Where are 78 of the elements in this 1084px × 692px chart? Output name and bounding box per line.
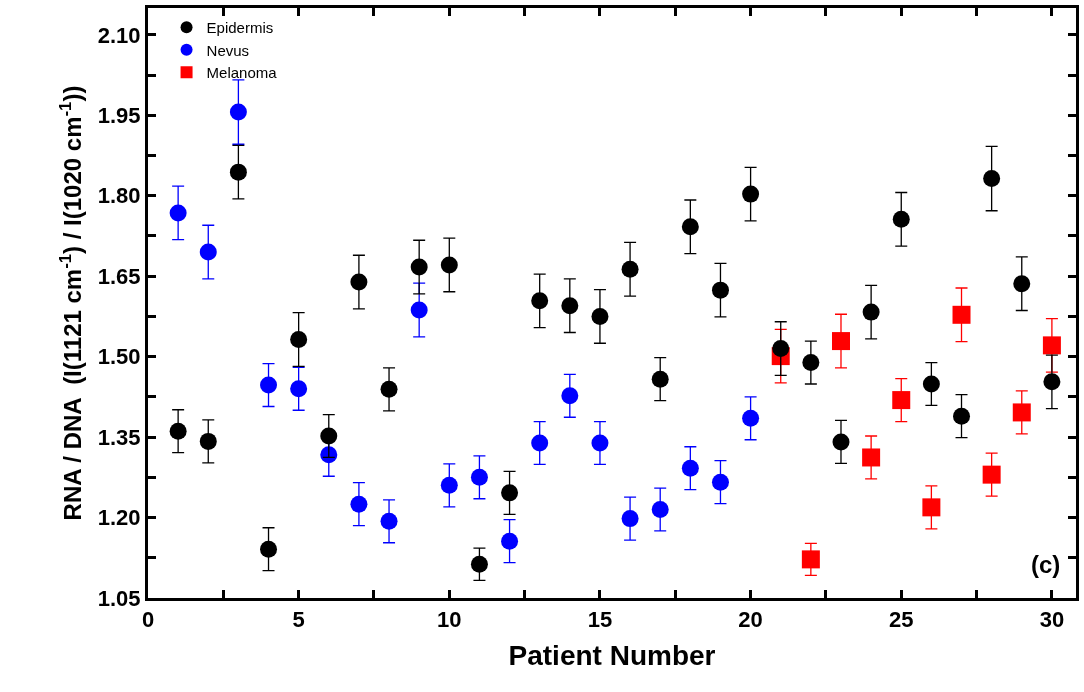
x-tick-label: 5 xyxy=(292,607,305,633)
point xyxy=(410,258,428,276)
point xyxy=(199,432,217,450)
point xyxy=(1042,336,1061,355)
x-tick-label: 0 xyxy=(141,607,155,633)
legend-label: Melanoma xyxy=(206,64,278,82)
point xyxy=(651,370,669,388)
x-axis-title: Patient Number xyxy=(508,639,716,671)
point xyxy=(440,256,458,274)
point xyxy=(892,210,910,228)
point xyxy=(651,501,669,518)
y-tick-label: 1.35 xyxy=(97,424,141,450)
point xyxy=(531,292,549,310)
point xyxy=(983,170,1001,188)
y-tick-label: 1.95 xyxy=(97,102,141,128)
point xyxy=(440,476,458,494)
point xyxy=(711,281,729,299)
annotation: (c) xyxy=(1031,551,1061,578)
legend-label: Epidermis xyxy=(206,19,274,37)
point xyxy=(621,510,639,528)
point xyxy=(591,434,609,452)
text: 2.10 xyxy=(97,22,141,48)
point xyxy=(742,409,760,427)
point xyxy=(1012,403,1031,422)
point xyxy=(199,243,217,261)
x-tick-label: 10 xyxy=(437,607,462,633)
point xyxy=(801,550,820,569)
point xyxy=(260,540,278,558)
point xyxy=(862,448,881,467)
y-tick-label: 1.05 xyxy=(97,585,141,611)
point xyxy=(681,218,699,236)
x-tick-label: 20 xyxy=(738,607,763,633)
point xyxy=(290,380,308,398)
point xyxy=(501,484,519,502)
point xyxy=(169,204,187,222)
point xyxy=(561,387,579,405)
point xyxy=(320,427,338,445)
text: 1.20 xyxy=(97,505,141,531)
point xyxy=(350,273,368,291)
x-tick-label: 15 xyxy=(587,607,613,633)
y-tick-label: 1.65 xyxy=(97,263,141,289)
point xyxy=(531,434,549,452)
point xyxy=(410,301,428,319)
point xyxy=(772,340,790,358)
point xyxy=(952,305,971,324)
point xyxy=(169,422,187,440)
point xyxy=(953,407,971,425)
point xyxy=(982,465,1001,484)
point xyxy=(922,375,940,393)
text: 1.50 xyxy=(97,344,141,370)
point xyxy=(832,433,850,451)
point xyxy=(1043,373,1061,391)
point xyxy=(802,354,820,372)
point xyxy=(561,297,579,315)
point xyxy=(380,380,398,398)
point xyxy=(892,391,911,410)
point xyxy=(470,468,488,486)
point xyxy=(742,185,760,203)
point xyxy=(1013,275,1031,293)
point xyxy=(621,260,639,278)
point xyxy=(591,307,609,325)
point xyxy=(290,330,308,348)
point xyxy=(922,498,941,517)
text: 1.80 xyxy=(97,183,141,209)
point xyxy=(681,459,699,477)
legend-label: Nevus xyxy=(206,41,250,59)
point xyxy=(501,532,519,550)
point xyxy=(470,555,488,573)
point xyxy=(350,495,368,513)
point xyxy=(862,303,880,321)
point xyxy=(229,163,247,181)
point xyxy=(380,512,398,530)
point xyxy=(711,473,729,491)
point xyxy=(229,103,247,121)
point xyxy=(831,332,850,351)
x-tick-label: 25 xyxy=(889,607,914,633)
point xyxy=(260,376,278,394)
x-tick-label: 30 xyxy=(1039,607,1065,633)
